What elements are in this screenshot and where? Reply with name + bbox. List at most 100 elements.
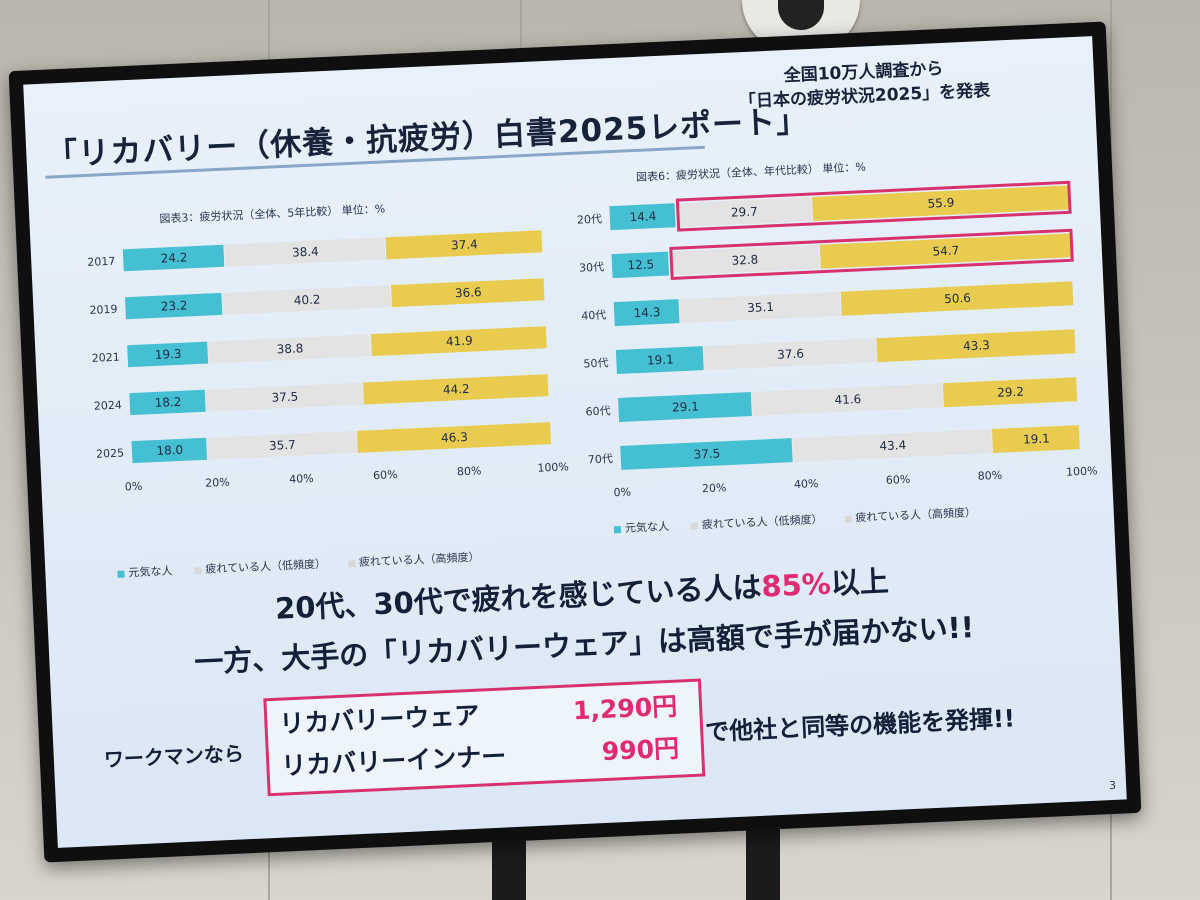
data-label: 41.6 <box>834 392 861 407</box>
bar-segment <box>620 438 793 470</box>
data-label: 19.1 <box>1023 431 1050 446</box>
data-label: 19.1 <box>647 352 674 367</box>
legend-label: 元気な人 <box>624 519 670 535</box>
price-item-value: 990円 <box>601 733 680 767</box>
bar-segment <box>679 291 841 324</box>
data-label: 29.7 <box>731 204 758 219</box>
legend-item: 疲れている人（低頻度） <box>690 511 823 533</box>
data-label: 54.7 <box>932 243 959 258</box>
x-tick-label: 60% <box>886 473 911 487</box>
data-label: 37.5 <box>271 390 298 405</box>
bar-segment <box>618 391 752 422</box>
data-label: 50.6 <box>944 291 971 306</box>
x-tick-label: 40% <box>289 472 314 486</box>
price-item-name: リカバリーウェア <box>278 700 480 739</box>
slide: 「リカバリー（休養・抗疲労）白書2025レポート」 全国10万人調査から 「日本… <box>23 36 1127 848</box>
x-tick-label: 20% <box>205 476 230 490</box>
bar-segment <box>991 425 1080 454</box>
category-label: 70代 <box>588 452 614 466</box>
category-label: 2017 <box>87 255 116 269</box>
x-tick-label: 80% <box>457 464 482 478</box>
data-label: 38.4 <box>292 244 319 259</box>
bar-segment <box>840 281 1074 316</box>
data-label: 35.7 <box>269 438 296 453</box>
data-label: 43.4 <box>879 438 906 453</box>
chart1-five-year-comparison: 2017 24.2 38.4 37.4 2019 23.2 40.2 36.6 2021 19.3… <box>87 230 569 493</box>
data-label: 18.2 <box>154 395 181 410</box>
x-tick-label: 100% <box>537 460 569 474</box>
bar-segment <box>668 244 820 276</box>
legend-item: 疲れている人（低頻度） <box>194 555 326 577</box>
legend-item: 元気な人 <box>613 518 670 536</box>
data-label: 12.5 <box>627 257 654 272</box>
chart2-legend: 元気な人 疲れている人（低頻度） 疲れている人（高頻度） <box>613 504 977 536</box>
legend-swatch <box>347 559 356 567</box>
data-label: 29.1 <box>672 399 699 414</box>
monitor: 「リカバリー（休養・抗疲労）白書2025レポート」 全国10万人調査から 「日本… <box>8 21 1142 863</box>
legend-item: 疲れている人（高頻度） <box>844 504 976 526</box>
bar-segment <box>122 244 225 272</box>
chart2-age-group-comparison: 20代 14.4 29.7 55.9 30代 12.5 32.8 54.7 40代 14.3 35.… <box>577 180 1098 500</box>
legend-label: 疲れている人（高頻度） <box>358 550 480 569</box>
bar-segment <box>819 233 1072 269</box>
bar-segment <box>370 326 547 357</box>
data-label: 24.2 <box>160 250 187 265</box>
data-label: 37.5 <box>693 446 720 461</box>
bar-segment <box>363 374 549 405</box>
legend-label: 疲れている人（低頻度） <box>701 512 823 532</box>
bar-segment <box>876 329 1076 363</box>
category-label: 2024 <box>94 399 123 413</box>
message-text: 以上 <box>829 563 890 601</box>
data-label: 35.1 <box>747 300 774 315</box>
bar-segment <box>131 437 208 464</box>
bar-segment <box>205 382 364 412</box>
category-label: 2019 <box>89 303 118 317</box>
legend-label: 元気な人 <box>128 564 173 580</box>
bar-segment <box>207 430 357 460</box>
category-label: 60代 <box>585 404 611 418</box>
category-label: 2021 <box>91 351 120 365</box>
bar-segment <box>613 299 680 327</box>
x-tick-label: 20% <box>702 481 727 495</box>
legend-swatch <box>690 522 699 530</box>
data-label: 43.3 <box>963 338 990 353</box>
data-label: 44.2 <box>443 382 470 397</box>
slide-subhead: 全国10万人調査から 「日本の疲労状況2025」を発表 <box>713 54 1015 116</box>
data-label: 41.9 <box>446 334 473 349</box>
data-label: 46.3 <box>441 430 468 445</box>
legend-label: 疲れている人（低頻度） <box>205 557 327 576</box>
data-label: 38.8 <box>276 341 303 356</box>
bar-segment <box>703 338 877 371</box>
legend-label: 疲れている人（高頻度） <box>855 505 977 525</box>
category-label: 30代 <box>579 261 605 275</box>
legend-item: 元気な人 <box>117 562 173 580</box>
category-label: 20代 <box>577 213 603 227</box>
price-trail-text: で他社と同等の機能を発揮!! <box>704 704 1016 747</box>
highlight-box <box>675 180 1072 232</box>
data-label: 23.2 <box>160 298 187 313</box>
legend-item: 疲れている人（高頻度） <box>347 548 480 570</box>
legend-swatch <box>117 570 125 578</box>
category-label: 50代 <box>583 356 609 370</box>
bar-segment <box>224 237 386 267</box>
bar-segment <box>129 389 206 416</box>
price-lead: ワークマンなら <box>103 741 245 772</box>
x-tick-label: 60% <box>373 468 398 482</box>
x-tick-label: 0% <box>613 486 631 500</box>
camera-lens <box>778 0 824 30</box>
slide-title: 「リカバリー（休養・抗疲労）白書2025レポート」 <box>45 103 809 174</box>
bar-segment <box>609 203 676 231</box>
data-label: 14.4 <box>629 209 656 224</box>
data-label: 19.3 <box>154 347 181 362</box>
bar-segment <box>811 185 1069 221</box>
bar-segment <box>611 251 670 279</box>
data-label: 32.8 <box>731 253 758 268</box>
bar-segment <box>208 334 371 364</box>
data-label: 40.2 <box>293 292 320 307</box>
bar-segment <box>792 429 993 463</box>
legend-swatch <box>844 515 852 523</box>
bar-segment <box>390 278 545 308</box>
data-label: 37.4 <box>451 237 478 252</box>
legend-swatch <box>613 525 622 533</box>
bar-segment <box>385 230 543 260</box>
